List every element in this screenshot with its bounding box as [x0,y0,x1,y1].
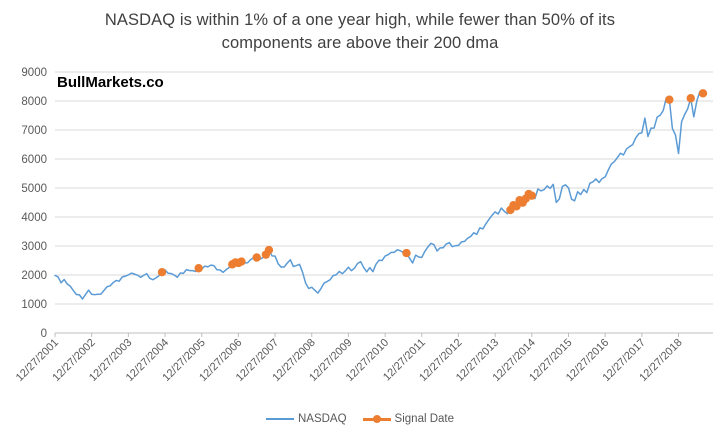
legend-label-signal-date: Signal Date [394,413,455,425]
y-axis-label: 6000 [21,154,47,166]
signal-date-line-sample-icon [362,415,391,423]
y-axis-label: 8000 [21,96,47,108]
watermark-brand: BullMarkets.co [57,74,164,91]
legend-label-nasdaq: NASDAQ [297,413,347,425]
signal-date-marker [264,245,274,255]
nasdaq-line [54,90,704,300]
signal-date-marker [157,267,167,277]
signal-date-marker [527,191,537,200]
signal-date-marker [686,94,695,103]
y-axis-label: 0 [41,328,47,340]
y-axis-label: 1000 [21,299,47,311]
nasdaq-line-sample-icon [265,418,294,420]
y-axis-label: 7000 [21,125,47,137]
legend: NASDAQ Signal Date [0,408,720,430]
legend-item-signal-date: Signal Date [362,413,455,425]
signal-date-marker [194,264,203,273]
signal-date-marker [698,89,708,98]
signal-date-marker [237,257,246,266]
y-axis-label: 5000 [21,183,47,195]
y-axis-label: 4000 [21,212,47,224]
chart-title-line2: components are above their 200 dma [221,34,499,52]
chart-title: NASDAQ is within 1% of a one year high, … [0,9,720,55]
y-axis-label: 3000 [21,241,47,253]
chart-title-line1: NASDAQ is within 1% of a one year high, … [104,11,616,29]
signal-date-marker [402,248,411,258]
y-axis-label: 2000 [21,270,47,282]
y-axis-label: 9000 [21,67,47,79]
signal-date-marker [665,95,674,104]
legend-item-nasdaq: NASDAQ [265,413,347,425]
signal-date-marker [252,253,261,262]
